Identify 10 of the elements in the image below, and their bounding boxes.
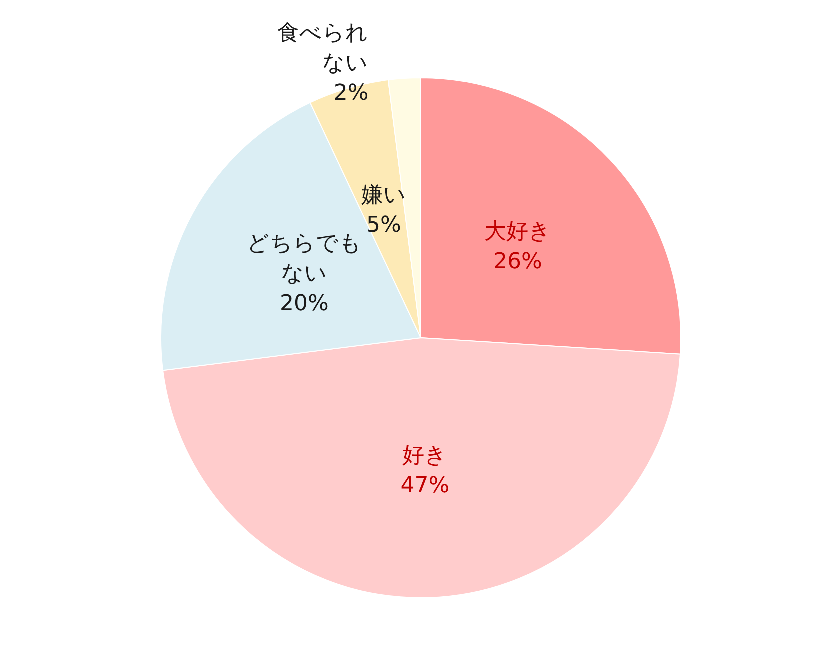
slice-label: 嫌い [361, 182, 406, 208]
data-label: 5% [366, 212, 402, 238]
data-label: 47% [400, 473, 450, 498]
slice-label: 大好き [484, 219, 552, 244]
data-label: 2% [334, 81, 369, 106]
slice-label: 食べられない [278, 21, 369, 76]
data-label: 26% [494, 249, 542, 274]
slice-label: どちらでもない [246, 231, 362, 286]
slice-label: 好き [402, 443, 448, 468]
data-label: 20% [280, 291, 329, 316]
